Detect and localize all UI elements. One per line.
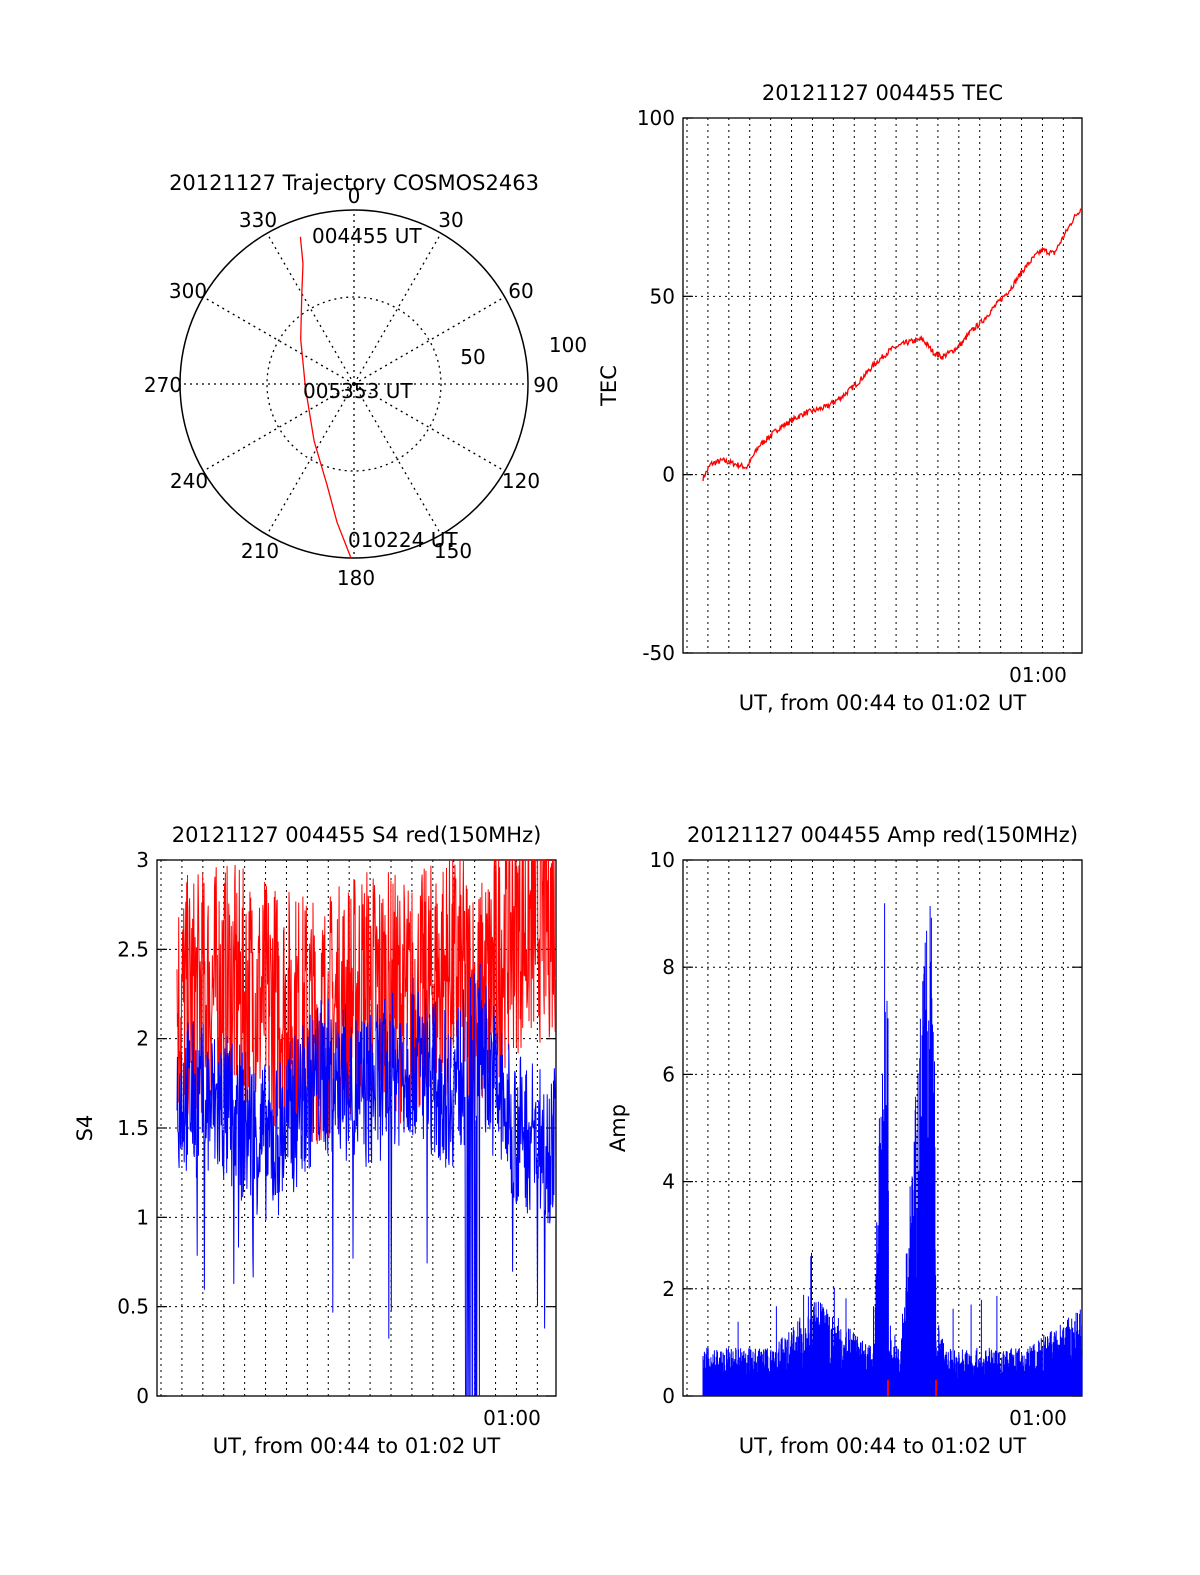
y-tick-label: 2	[136, 1027, 149, 1051]
x-tick-label: 01:00	[1009, 1406, 1067, 1430]
azimuth-spoke	[266, 232, 355, 385]
azimuth-label: 180	[337, 566, 375, 590]
azimuth-label: 330	[239, 208, 277, 232]
y-tick-label: 100	[637, 106, 675, 130]
tec-title: 20121127 004455 TEC	[762, 81, 1003, 105]
azimuth-label: 90	[533, 373, 558, 397]
azimuth-label: 30	[438, 208, 463, 232]
y-tick-label: 1	[136, 1205, 149, 1229]
amp-ylabel: Amp	[606, 1104, 630, 1152]
x-tick-label: 01:00	[483, 1406, 541, 1430]
s4-blue-series	[176, 964, 556, 1396]
polar-grid	[180, 210, 528, 558]
tec-axes-frame	[682, 117, 1083, 654]
azimuth-spoke	[353, 383, 442, 536]
azimuth-spoke	[353, 232, 442, 385]
y-tick-label: 3	[136, 848, 149, 872]
s4-title: 20121127 004455 S4 red(150MHz)	[172, 823, 542, 847]
s4-red-series	[176, 860, 556, 1145]
azimuth-label: 120	[502, 469, 540, 493]
azimuth-label: 270	[144, 373, 182, 397]
y-tick-label: 0.5	[117, 1295, 149, 1319]
radial-ring-50	[266, 296, 442, 472]
radial-label: 50	[460, 345, 485, 369]
y-tick-label: 0	[136, 1384, 149, 1408]
azimuth-spoke	[202, 296, 355, 385]
tec-series-line	[702, 208, 1083, 482]
azimuth-spoke	[266, 383, 355, 536]
amp-xlabel: UT, from 00:44 to 01:02 UT	[739, 1434, 1027, 1458]
s4-xlabel: UT, from 00:44 to 01:02 UT	[213, 1434, 501, 1458]
tec-grid	[683, 117, 1082, 654]
amp-title: 20121127 004455 Amp red(150MHz)	[687, 823, 1078, 847]
azimuth-label: 0	[348, 184, 361, 208]
azimuth-label: 210	[241, 539, 279, 563]
x-tick-label: 01:00	[1009, 663, 1067, 687]
y-tick-label: 2.5	[117, 937, 149, 961]
azimuth-spoke	[353, 383, 506, 472]
y-tick-label: -50	[642, 641, 675, 665]
y-tick-label: 0	[662, 463, 675, 487]
y-tick-label: 0	[662, 1384, 675, 1408]
tec-xlabel: UT, from 00:44 to 01:02 UT	[739, 691, 1027, 715]
s4-series-group	[176, 860, 556, 1396]
radial-label: 100	[549, 333, 587, 357]
y-tick-label: 4	[662, 1170, 675, 1194]
azimuth-label: 60	[508, 279, 533, 303]
trajectory-time-label: 005353 UT	[303, 379, 413, 403]
y-tick-label: 8	[662, 955, 675, 979]
y-tick-label: 2	[662, 1277, 675, 1301]
y-tick-label: 10	[650, 848, 675, 872]
azimuth-spoke	[353, 296, 506, 385]
trajectory-title: 20121127 Trajectory COSMOS2463	[169, 171, 539, 195]
azimuth-label: 240	[170, 469, 208, 493]
amp-blue-series	[702, 903, 1083, 1396]
y-tick-label: 1.5	[117, 1116, 149, 1140]
polar-outer-ring	[179, 209, 529, 559]
azimuth-label: 150	[434, 539, 472, 563]
trajectory-time-label: 010224 UT	[348, 528, 458, 552]
azimuth-label: 300	[169, 279, 207, 303]
azimuth-spoke	[202, 383, 355, 472]
y-tick-label: 6	[662, 1062, 675, 1086]
s4-ylabel: S4	[73, 1115, 97, 1142]
y-tick-label: 50	[650, 284, 675, 308]
tec-ylabel: TEC	[597, 365, 621, 407]
trajectory-time-label: 004455 UT	[312, 224, 422, 248]
trajectory-line	[299, 236, 352, 559]
